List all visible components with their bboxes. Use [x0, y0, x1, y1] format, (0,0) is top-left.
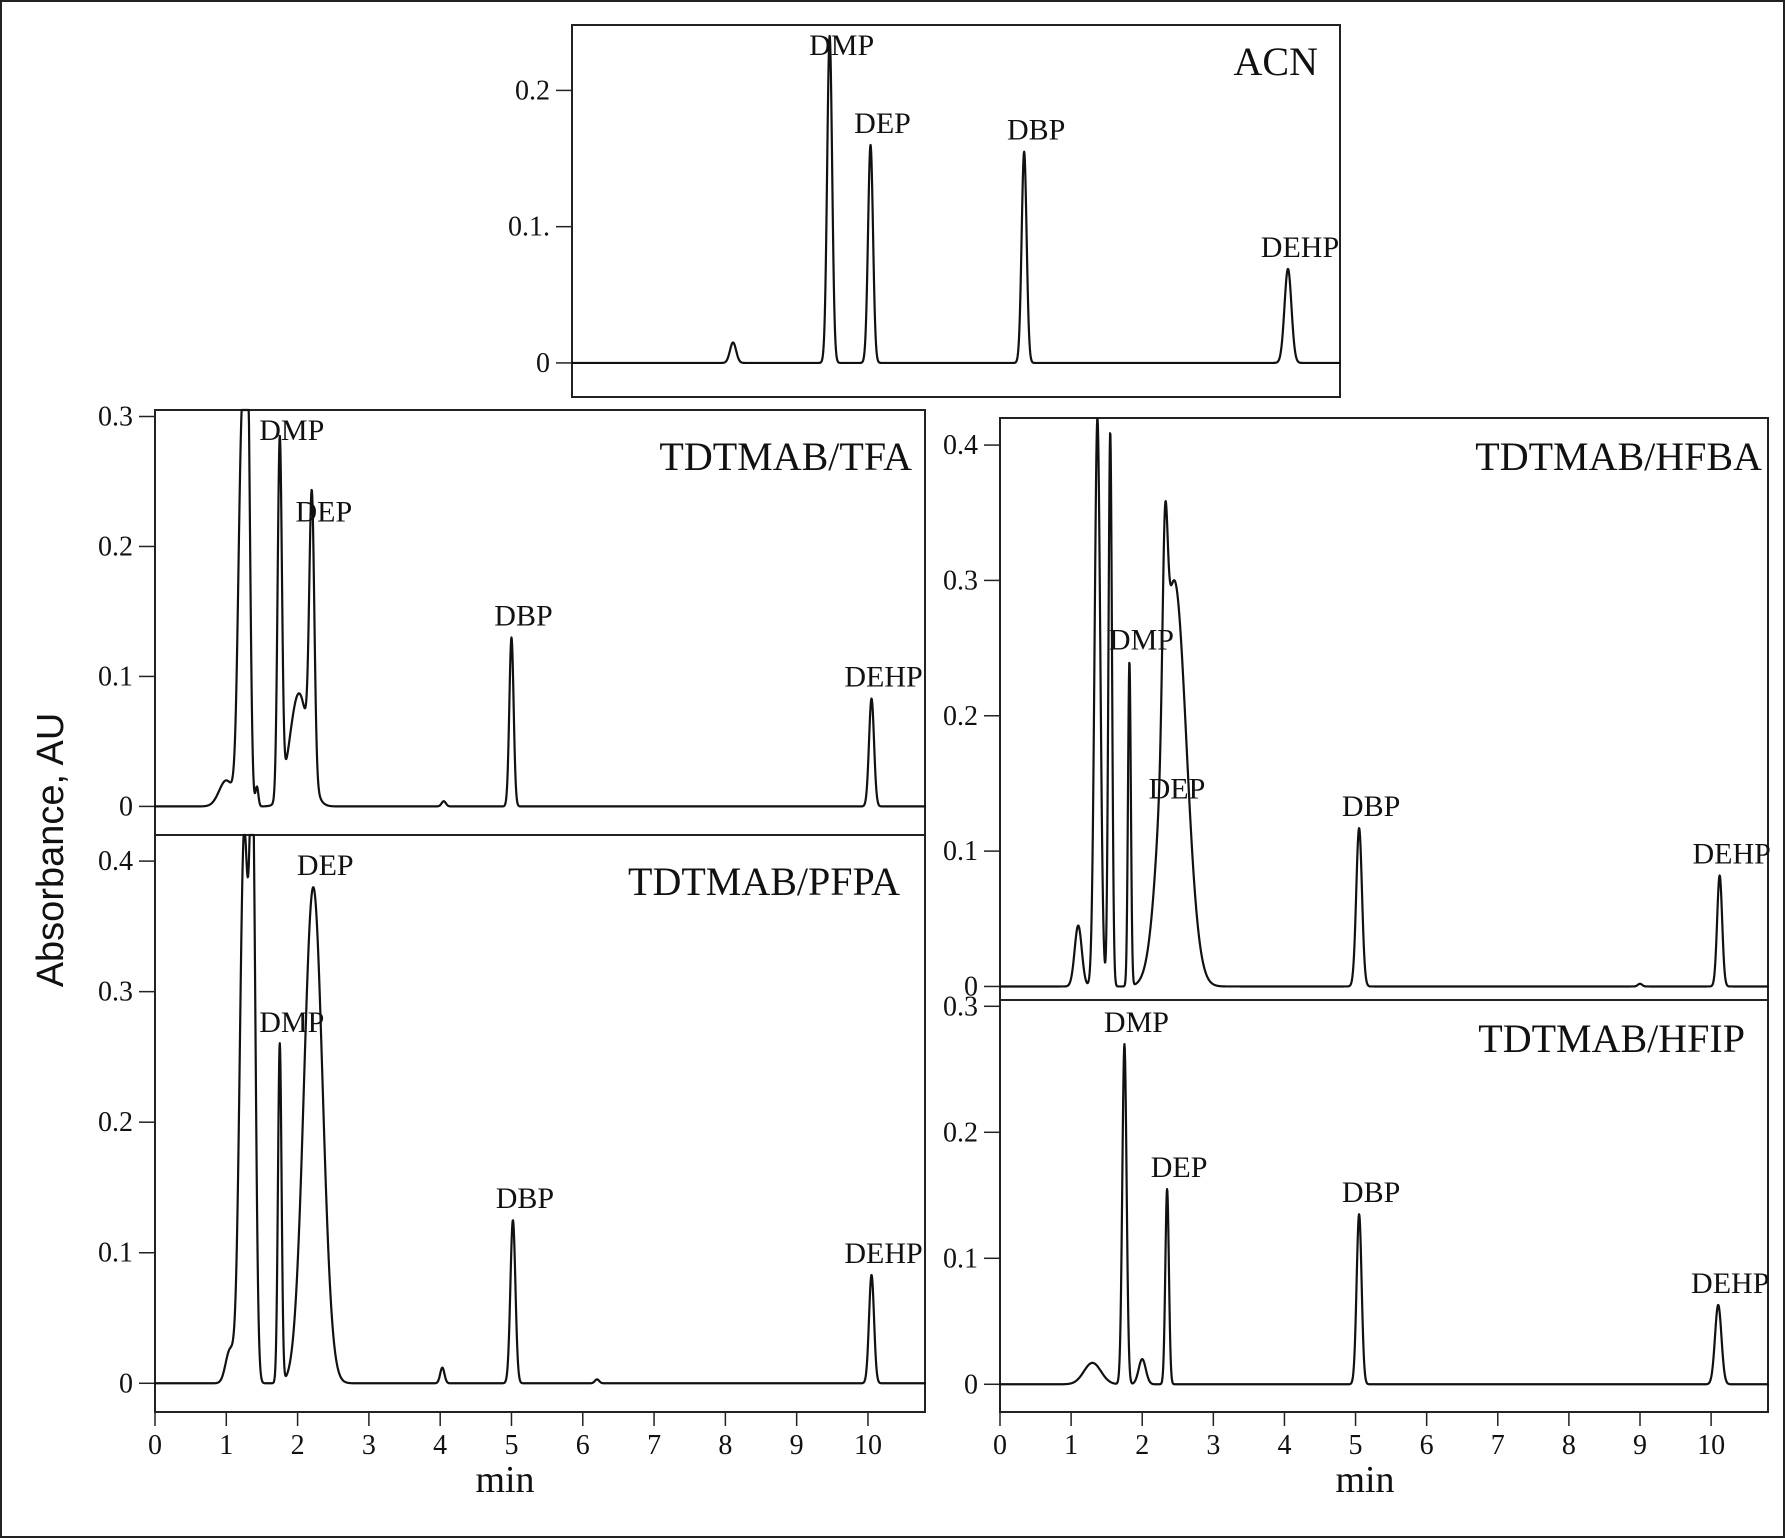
- x-tick-label-hfip: 8: [1562, 1430, 1576, 1461]
- panel-title-acn: ACN: [1234, 39, 1318, 84]
- peak-label-dehp: DEHP: [1691, 1267, 1769, 1300]
- y-tick-label-tfa: 0.2: [98, 531, 133, 562]
- peak-label-dmp: DMP: [809, 29, 874, 62]
- x-tick-label-pfpa: 8: [718, 1430, 732, 1461]
- x-tick-label-pfpa: 2: [291, 1430, 305, 1461]
- peak-label-dep: DEP: [854, 107, 911, 140]
- y-tick-label-tfa: 0.3: [98, 401, 133, 432]
- x-axis-label-right: min: [1335, 1459, 1394, 1501]
- x-tick-label-hfip: 2: [1135, 1430, 1149, 1461]
- peak-label-dmp: DMP: [259, 414, 324, 447]
- trace-tfa: [153, 408, 927, 808]
- peak-label-dbp: DBP: [494, 599, 552, 632]
- x-tick-label-hfip: 6: [1420, 1430, 1434, 1461]
- panel-frame-acn: [571, 24, 1341, 398]
- x-tick-label-pfpa: 1: [219, 1430, 233, 1461]
- peak-label-dehp: DEHP: [844, 661, 922, 694]
- x-tick-label-hfip: 0: [993, 1430, 1007, 1461]
- x-tick-label-hfip: 3: [1206, 1430, 1220, 1461]
- y-tick-label-pfpa: 0.3: [98, 977, 133, 1008]
- panel-frame-pfpa: [154, 834, 926, 1413]
- y-tick-label-hfba: 0.4: [943, 430, 978, 461]
- y-tick-label-acn: 0: [536, 348, 550, 379]
- y-tick-label-acn: 0.2: [515, 75, 550, 106]
- peak-label-dep: DEP: [1151, 1151, 1208, 1184]
- x-tick-label-pfpa: 10: [854, 1430, 882, 1461]
- peak-label-dbp: DBP: [1007, 114, 1065, 147]
- y-tick-label-pfpa: 0.1: [98, 1238, 133, 1269]
- y-tick-label-tfa: 0.1: [98, 661, 133, 692]
- panel-title-tfa: TDTMAB/TFA: [659, 434, 912, 479]
- peak-label-dmp: DMP: [1104, 1006, 1169, 1039]
- x-tick-label-pfpa: 9: [790, 1430, 804, 1461]
- x-tick-label-pfpa: 0: [148, 1430, 162, 1461]
- x-tick-label-pfpa: 7: [647, 1430, 661, 1461]
- y-tick-label-hfba: 0.2: [943, 701, 978, 732]
- panel-hfba: 0 0.1 0.2 0.3 0.4 DMP DEP DBP DEHP TDTMAB/HFBA: [943, 417, 1771, 1002]
- y-tick-label-hfip: 0.2: [943, 1117, 978, 1148]
- y-tick-label-hfba: 0: [964, 971, 978, 1002]
- panel-title-pfpa: TDTMAB/PFPA: [628, 859, 900, 904]
- peak-label-dep: DEP: [297, 849, 354, 882]
- x-tick-label-hfip: 10: [1697, 1430, 1725, 1461]
- y-tick-label-hfba: 0.1: [943, 836, 978, 867]
- trace-acn: [570, 34, 1342, 365]
- x-tick-label-hfip: 9: [1633, 1430, 1647, 1461]
- peak-label-dmp: DMP: [259, 1006, 324, 1039]
- x-tick-label-pfpa: 5: [504, 1430, 518, 1461]
- panel-tfa: 0 0.1 0.2 0.3 DMP DEP DBP DEHP TDTMAB/TFA: [98, 401, 927, 836]
- peak-label-dehp: DEHP: [1692, 837, 1770, 870]
- x-axis-label-left: min: [475, 1459, 534, 1501]
- x-tick-label-pfpa: 3: [362, 1430, 376, 1461]
- x-tick-label-hfip: 5: [1349, 1430, 1363, 1461]
- y-axis-label: Absorbance, AU: [30, 713, 72, 988]
- peak-label-dbp: DBP: [496, 1182, 554, 1215]
- peak-label-dep: DEP: [1149, 773, 1206, 806]
- panel-title-hfba: TDTMAB/HFBA: [1475, 434, 1762, 479]
- panel-hfip: 0 0.1 0.2 0.3 0 1 2 3 4 5 6 7 8 9 10 DMP DEP DBP DEHP TDTMA…: [943, 991, 1769, 1461]
- peak-label-dmp: DMP: [1109, 624, 1174, 657]
- y-tick-label-pfpa: 0.2: [98, 1107, 133, 1138]
- x-tick-label-hfip: 4: [1277, 1430, 1291, 1461]
- x-tick-label-hfip: 7: [1491, 1430, 1505, 1461]
- x-tick-label-hfip: 1: [1064, 1430, 1078, 1461]
- panel-title-hfip: TDTMAB/HFIP: [1478, 1016, 1745, 1061]
- trace-hfip: [998, 1043, 1770, 1386]
- y-tick-label-pfpa: 0.4: [98, 846, 133, 877]
- y-tick-label-acn: 0.1.: [508, 212, 550, 243]
- x-tick-label-pfpa: 6: [576, 1430, 590, 1461]
- x-tick-label-pfpa: 4: [433, 1430, 447, 1461]
- y-tick-label-tfa: 0: [119, 791, 133, 822]
- y-tick-label-pfpa: 0: [119, 1368, 133, 1399]
- peak-label-dehp: DEHP: [844, 1237, 922, 1270]
- peak-label-dep: DEP: [296, 495, 353, 528]
- panel-pfpa: 0 0.1 0.2 0.3 0.4 0 1 2 3 4 5 6 7 8 9 10 DMP DEP DBP DEHP TD…: [98, 833, 927, 1461]
- panel-frame-hfip: [999, 999, 1769, 1413]
- trace-pfpa: [153, 833, 927, 1385]
- y-tick-label-hfba: 0.3: [943, 565, 978, 596]
- trace-hfba: [998, 417, 1770, 988]
- peak-label-dbp: DBP: [1342, 1176, 1400, 1209]
- peak-label-dbp: DBP: [1342, 790, 1400, 823]
- y-tick-label-hfip: 0: [964, 1369, 978, 1400]
- peak-label-dehp: DEHP: [1261, 231, 1339, 264]
- y-tick-label-hfip: 0.1: [943, 1243, 978, 1274]
- panel-acn: 0 0.1. 0.2 DMP DEP DBP DEHP ACN: [508, 24, 1342, 398]
- y-tick-label-hfip: 0.3: [943, 991, 978, 1022]
